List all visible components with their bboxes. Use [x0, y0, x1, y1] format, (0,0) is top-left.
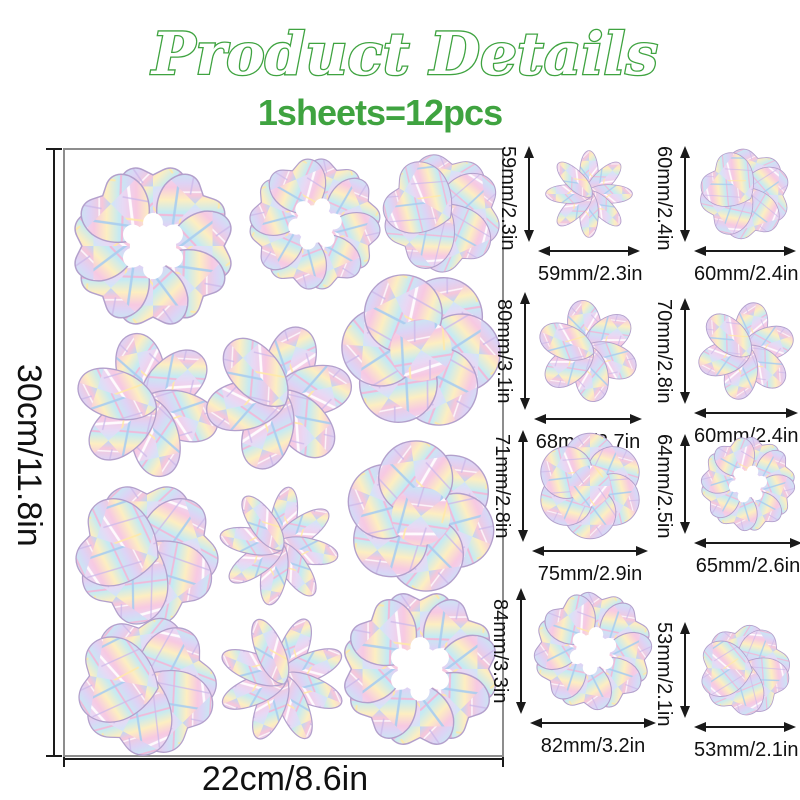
size-spec-cell: 59mm/2.3in 59mm/2.3in — [496, 146, 643, 286]
horizontal-dimension-arrow — [538, 242, 640, 260]
horizontal-dimension-arrow — [694, 718, 796, 736]
width-label: 60mm/2.4in — [694, 425, 799, 447]
width-label: 75mm/2.9in — [537, 563, 643, 585]
flower-sticker-6petal — [528, 292, 648, 410]
flower-sticker-wreath — [524, 582, 662, 720]
flower-sticker-rosette — [532, 430, 648, 542]
height-label: 64mm/2.5in — [653, 434, 675, 539]
vertical-dimension-arrow — [520, 146, 538, 242]
size-spec-cell: 70mm/2.8in 60mm/2.4in — [652, 292, 800, 448]
page-title-art: Product Details — [149, 19, 660, 90]
flower-sticker-5petal — [686, 616, 800, 730]
width-label: 82mm/3.2in — [540, 735, 646, 757]
size-spec-cell: 64mm/2.5in 65mm/2.6in — [652, 424, 800, 578]
flower-sticker-5petal — [681, 137, 800, 257]
sheet-width-label: 22cm/8.6in — [201, 760, 369, 798]
width-label: 65mm/2.6in — [695, 555, 800, 577]
sheet-height-dimension-line — [46, 148, 62, 757]
vertical-dimension-arrow — [676, 622, 694, 718]
vertical-dimension-arrow — [514, 430, 532, 542]
width-label: 60mm/2.4in — [694, 263, 799, 285]
size-spec-cell: 53mm/2.1in 53mm/2.1in — [652, 616, 800, 762]
width-label: 53mm/2.1in — [694, 739, 799, 761]
height-label: 60mm/2.4in — [653, 146, 675, 251]
horizontal-dimension-arrow — [694, 404, 798, 422]
height-label: 71mm/2.8in — [491, 433, 513, 539]
flower-sticker-6petal — [685, 292, 800, 410]
horizontal-dimension-arrow — [694, 534, 800, 552]
flower-sticker-daisy — [538, 146, 640, 242]
sticker-sheet — [59, 138, 538, 770]
height-label: 59mm/2.3in — [497, 146, 519, 251]
vertical-dimension-arrow — [676, 146, 694, 242]
vertical-dimension-arrow — [512, 588, 530, 714]
vertical-dimension-arrow — [516, 292, 534, 410]
vertical-dimension-arrow — [676, 298, 694, 404]
size-spec-cell: 71mm/2.8in 75mm/2.9in — [490, 430, 648, 586]
size-spec-cell: 84mm/3.3in 82mm/3.2in — [488, 582, 662, 758]
page-title: Product Details — [150, 20, 658, 88]
sheet-flower-wreath — [72, 165, 234, 327]
horizontal-dimension-arrow — [532, 542, 648, 560]
sheet-flower-wreath — [342, 591, 498, 747]
height-label: 53mm/2.1in — [653, 622, 675, 727]
sheet-count-label: 1sheets=12pcs — [257, 92, 503, 133]
height-label: 80mm/3.1in — [493, 298, 515, 404]
size-spec-cell: 60mm/2.4in 60mm/2.4in — [652, 137, 800, 286]
width-label: 59mm/2.3in — [538, 263, 643, 285]
flower-sticker-wreath — [688, 424, 800, 544]
horizontal-dimension-arrow — [694, 242, 796, 260]
height-label: 70mm/2.8in — [653, 298, 675, 404]
sheet-width-dimension-line — [63, 751, 504, 767]
height-label: 84mm/3.3in — [489, 598, 511, 704]
sheet-height-label: 30cm/11.8in — [10, 363, 48, 547]
horizontal-dimension-arrow — [534, 410, 642, 428]
horizontal-dimension-arrow — [530, 714, 656, 732]
vertical-dimension-arrow — [676, 434, 694, 534]
